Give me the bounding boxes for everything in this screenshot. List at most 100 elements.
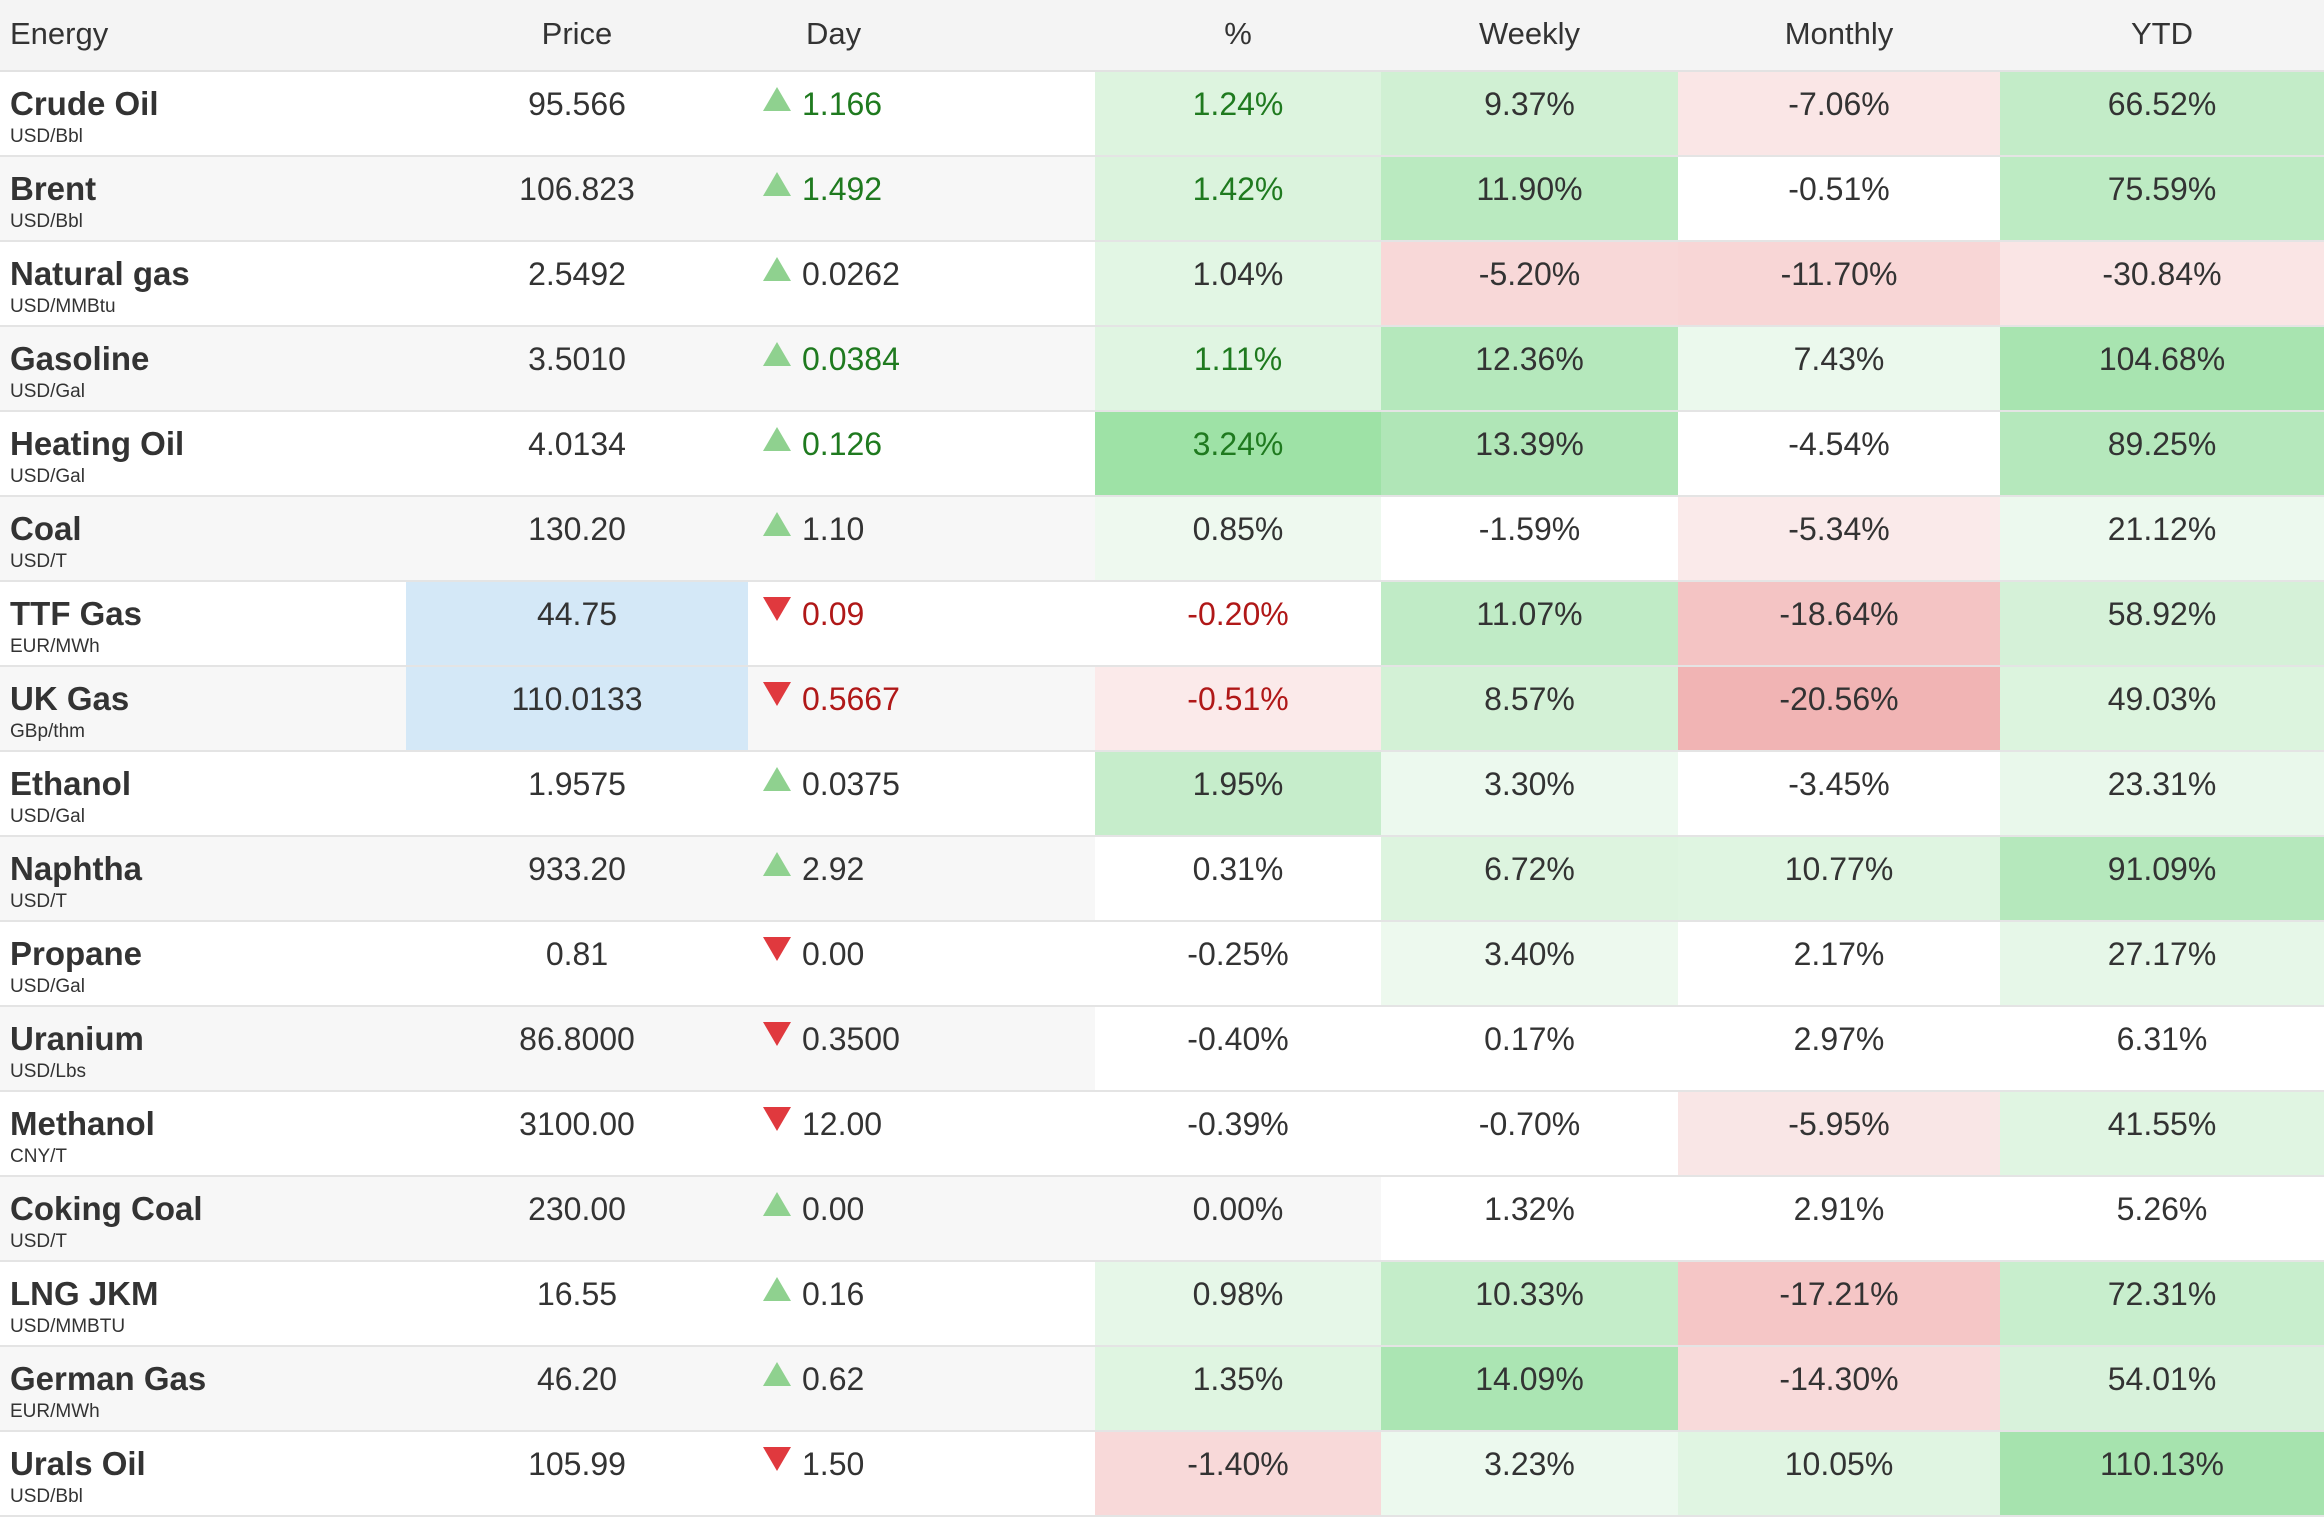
price-cell: 110.0133 bbox=[406, 667, 748, 750]
commodity-name[interactable]: Coal bbox=[10, 510, 82, 547]
commodity-name[interactable]: Heating Oil bbox=[10, 425, 185, 462]
header-day[interactable]: Day bbox=[806, 16, 862, 51]
price-cell: 1.9575 bbox=[528, 766, 626, 802]
commodity-name[interactable]: Naphtha bbox=[10, 850, 142, 887]
price-cell: 230.00 bbox=[528, 1191, 626, 1227]
commodity-cell[interactable]: UK Gas GBp/thm bbox=[0, 667, 406, 750]
monthly-change-cell: -3.45% bbox=[1678, 752, 2000, 835]
commodity-cell[interactable]: Crude Oil USD/Bbl bbox=[0, 72, 406, 155]
commodity-cell[interactable]: LNG JKM USD/MMBTU bbox=[0, 1262, 406, 1345]
ytd-change-cell: 49.03% bbox=[2000, 667, 2324, 750]
commodity-cell[interactable]: Uranium USD/Lbs bbox=[0, 1007, 406, 1090]
commodity-cell[interactable]: Natural gas USD/MMBtu bbox=[0, 242, 406, 325]
weekly-change-cell: -5.20% bbox=[1381, 242, 1678, 325]
table-row[interactable]: Coking Coal USD/T 230.00 0.00 0.00% 1.32% 2.91… bbox=[0, 1177, 2324, 1262]
triangle-up-icon bbox=[763, 1277, 791, 1301]
commodity-name[interactable]: LNG JKM bbox=[10, 1275, 159, 1312]
commodity-name[interactable]: Urals Oil bbox=[10, 1445, 146, 1482]
commodity-name[interactable]: TTF Gas bbox=[10, 595, 143, 632]
table-row[interactable]: Coal USD/T 130.20 1.10 0.85% -1.59% -5.34% 21.1… bbox=[0, 497, 2324, 582]
commodity-name[interactable]: Crude Oil bbox=[10, 85, 159, 122]
price-cell: 3100.00 bbox=[519, 1106, 635, 1142]
header-monthly[interactable]: Monthly bbox=[1784, 16, 1894, 51]
commodity-cell[interactable]: Ethanol USD/Gal bbox=[0, 752, 406, 835]
table-row[interactable]: Uranium USD/Lbs 86.8000 0.3500 -0.40% 0.17% 2.… bbox=[0, 1007, 2324, 1092]
day-change-value: 1.10 bbox=[802, 511, 865, 547]
commodity-unit: USD/T bbox=[10, 891, 67, 912]
table-row[interactable]: LNG JKM USD/MMBTU 16.55 0.16 0.98% 10.33% -17.… bbox=[0, 1262, 2324, 1347]
table-row[interactable]: Urals Oil USD/Bbl 105.99 1.50 -1.40% 3.23% 10.… bbox=[0, 1432, 2324, 1517]
table-row[interactable]: Brent USD/Bbl 106.823 1.492 1.42% 11.90% -0.51… bbox=[0, 157, 2324, 242]
weekly-change-cell: 9.37% bbox=[1381, 72, 1678, 155]
day-change-cell: 0.0384 bbox=[748, 327, 1095, 410]
table-row[interactable]: Ethanol USD/Gal 1.9575 0.0375 1.95% 3.30% -3.4… bbox=[0, 752, 2324, 837]
day-change-cell: 1.50 bbox=[748, 1432, 1095, 1515]
table-row[interactable]: UK Gas GBp/thm 110.0133 0.5667 -0.51% 8.57% -2… bbox=[0, 667, 2324, 752]
ytd-change-cell: 54.01% bbox=[2000, 1347, 2324, 1430]
header-ytd[interactable]: YTD bbox=[2131, 16, 2193, 51]
day-change-value: 0.62 bbox=[802, 1361, 865, 1397]
monthly-change-cell: 2.17% bbox=[1678, 922, 2000, 1005]
commodity-cell[interactable]: German Gas EUR/MWh bbox=[0, 1347, 406, 1430]
commodity-name[interactable]: UK Gas bbox=[10, 680, 130, 717]
day-change-cell: 0.62 bbox=[748, 1347, 1095, 1430]
day-change-value: 1.166 bbox=[802, 86, 883, 122]
commodity-cell[interactable]: Naphtha USD/T bbox=[0, 837, 406, 920]
price-cell: 16.55 bbox=[536, 1276, 618, 1312]
commodity-unit: EUR/MWh bbox=[10, 636, 100, 657]
commodity-name[interactable]: Ethanol bbox=[10, 765, 131, 802]
header-price[interactable]: Price bbox=[541, 16, 613, 51]
triangle-up-icon bbox=[763, 257, 791, 281]
commodity-name[interactable]: Brent bbox=[10, 170, 97, 207]
table-row[interactable]: TTF Gas EUR/MWh 44.75 0.09 -0.20% 11.07% -18.6… bbox=[0, 582, 2324, 667]
triangle-down-icon bbox=[763, 597, 791, 621]
percent-change-cell: 1.42% bbox=[1095, 157, 1381, 240]
commodity-unit: USD/Lbs bbox=[10, 1061, 87, 1082]
day-change-value: 0.0384 bbox=[802, 341, 900, 377]
commodity-cell[interactable]: Brent USD/Bbl bbox=[0, 157, 406, 240]
commodity-name[interactable]: Natural gas bbox=[10, 255, 190, 292]
monthly-change-cell: -18.64% bbox=[1678, 582, 2000, 665]
table-row[interactable]: Methanol CNY/T 3100.00 12.00 -0.39% -0.70% -5.… bbox=[0, 1092, 2324, 1177]
weekly-change-cell: 0.17% bbox=[1381, 1007, 1678, 1090]
table-row[interactable]: German Gas EUR/MWh 46.20 0.62 1.35% 14.09% -14… bbox=[0, 1347, 2324, 1432]
commodity-unit: USD/Gal bbox=[10, 976, 85, 997]
commodity-cell[interactable]: TTF Gas EUR/MWh bbox=[0, 582, 406, 665]
commodity-cell[interactable]: Propane USD/Gal bbox=[0, 922, 406, 1005]
commodity-cell[interactable]: Urals Oil USD/Bbl bbox=[0, 1432, 406, 1515]
commodity-unit: USD/MMBtu bbox=[10, 296, 116, 317]
triangle-down-icon bbox=[763, 937, 791, 961]
triangle-up-icon bbox=[763, 427, 791, 451]
commodity-name[interactable]: Propane bbox=[10, 935, 143, 972]
commodity-cell[interactable]: Coal USD/T bbox=[0, 497, 406, 580]
header-percent[interactable]: % bbox=[1224, 16, 1252, 51]
commodity-cell[interactable]: Coking Coal USD/T bbox=[0, 1177, 406, 1260]
table-row[interactable]: Naphtha USD/T 933.20 2.92 0.31% 6.72% 10.77% 91… bbox=[0, 837, 2324, 922]
header-energy[interactable]: Energy bbox=[10, 16, 109, 51]
commodity-unit: USD/T bbox=[10, 1231, 67, 1252]
table-row[interactable]: Gasoline USD/Gal 3.5010 0.0384 1.11% 12.36% 7.… bbox=[0, 327, 2324, 412]
ytd-change-cell: 91.09% bbox=[2000, 837, 2324, 920]
commodity-cell[interactable]: Methanol CNY/T bbox=[0, 1092, 406, 1175]
commodity-name[interactable]: Gasoline bbox=[10, 340, 150, 377]
table-body: Crude Oil USD/Bbl 95.566 1.166 1.24% 9.37% -7.… bbox=[0, 72, 2324, 1517]
commodity-cell[interactable]: Gasoline USD/Gal bbox=[0, 327, 406, 410]
triangle-down-icon bbox=[763, 1447, 791, 1471]
percent-change-cell: 0.00% bbox=[1192, 1191, 1284, 1227]
commodity-name[interactable]: Methanol bbox=[10, 1105, 155, 1142]
commodity-unit: USD/Bbl bbox=[10, 211, 83, 232]
percent-change-cell: -1.40% bbox=[1095, 1432, 1381, 1515]
weekly-change-cell: -0.70% bbox=[1381, 1092, 1678, 1175]
commodity-cell[interactable]: Heating Oil USD/Gal bbox=[0, 412, 406, 495]
commodity-name[interactable]: Coking Coal bbox=[10, 1190, 203, 1227]
table-row[interactable]: Heating Oil USD/Gal 4.0134 0.126 3.24% 13.39%… bbox=[0, 412, 2324, 497]
table-row[interactable]: Crude Oil USD/Bbl 95.566 1.166 1.24% 9.37% -7.… bbox=[0, 72, 2324, 157]
ytd-change-cell: 21.12% bbox=[2000, 497, 2324, 580]
table-row[interactable]: Propane USD/Gal 0.81 0.00 -0.25% 3.40% 2.17% 27… bbox=[0, 922, 2324, 1007]
commodity-name[interactable]: Uranium bbox=[10, 1020, 144, 1057]
header-weekly[interactable]: Weekly bbox=[1478, 16, 1581, 51]
percent-change-cell: 0.31% bbox=[1095, 837, 1381, 920]
commodity-name[interactable]: German Gas bbox=[10, 1360, 207, 1397]
monthly-change-cell: 2.97% bbox=[1678, 1007, 2000, 1090]
table-row[interactable]: Natural gas USD/MMBtu 2.5492 0.0262 1.04% -5.… bbox=[0, 242, 2324, 327]
